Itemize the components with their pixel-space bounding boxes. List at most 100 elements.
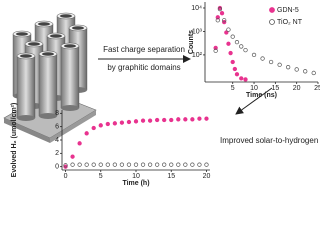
data-point [140, 118, 146, 123]
y-tick-label: 4 [55, 137, 59, 144]
x-axis-label: Time (h) [122, 180, 149, 187]
graphical-abstract: Fast charge separation by graphitic doma… [3, 2, 320, 187]
y-axis-label: Counts [188, 30, 195, 54]
data-point [222, 18, 227, 23]
data-point [224, 30, 229, 35]
data-point [219, 11, 225, 16]
nanotube-hole [50, 34, 62, 38]
data-point [243, 77, 248, 82]
data-point [91, 125, 96, 131]
data-point [70, 162, 75, 167]
data-point [169, 117, 174, 123]
x-tick-label: 10 [250, 85, 258, 92]
nanotube-hole [38, 22, 50, 26]
data-point [311, 70, 316, 76]
data-point [105, 162, 110, 167]
data-point [251, 52, 257, 58]
data-point [286, 65, 291, 70]
y-tick-label: 0 [55, 164, 59, 171]
data-point [70, 154, 75, 159]
nanotube [16, 55, 36, 119]
data-point [197, 162, 202, 167]
data-point [215, 15, 220, 20]
arrow-label: by graphitic domains [107, 63, 180, 72]
x-tick-label: 5 [231, 85, 235, 92]
data-point [176, 162, 181, 167]
data-point [197, 116, 202, 121]
data-point [226, 41, 231, 46]
x-tick-label: 10 [132, 173, 140, 180]
nanotube-hole [16, 32, 28, 36]
data-point [77, 141, 82, 146]
legend-marker [269, 19, 275, 25]
data-point [228, 50, 233, 56]
data-point [277, 62, 282, 67]
y-tick-label: 2 [55, 150, 59, 157]
data-point [112, 121, 118, 126]
nanotube-hole [42, 52, 54, 56]
data-point [98, 123, 103, 128]
data-point [91, 162, 96, 167]
data-point [217, 6, 223, 12]
data-point [126, 162, 132, 167]
data-point [119, 120, 125, 125]
data-point [126, 119, 132, 125]
x-axis-label: Time (ns) [246, 92, 277, 99]
y-tick-label: 8 [55, 110, 59, 117]
data-point [239, 44, 244, 49]
data-point [226, 27, 231, 32]
data-point [162, 162, 167, 167]
x-tick-label: 15 [167, 173, 175, 180]
nanotube-hole [60, 14, 72, 18]
data-point [183, 117, 188, 122]
x-tick-label: 25 [314, 85, 320, 92]
data-point [112, 162, 118, 167]
data-point [84, 162, 89, 167]
data-point [183, 162, 188, 167]
y-tick-label: 6 [55, 124, 59, 131]
nanotube-hole [28, 42, 40, 46]
nanotube-hole [72, 26, 84, 30]
x-tick-label: 5 [99, 173, 103, 180]
data-point [147, 118, 153, 123]
arrow-label: Fast charge separation [103, 45, 185, 54]
data-point [154, 117, 160, 123]
data-point [234, 39, 240, 45]
data-point [294, 67, 299, 72]
data-point [77, 162, 82, 167]
x-tick-label: 0 [64, 173, 68, 180]
data-point [147, 162, 153, 167]
data-point [204, 116, 209, 121]
data-point [84, 131, 89, 136]
data-point [213, 45, 218, 50]
data-point [140, 162, 146, 167]
data-point [169, 162, 174, 167]
nanotube-hole [64, 44, 76, 48]
nanotube [60, 45, 80, 109]
legend-label: GDN-5 [277, 7, 299, 14]
nanotube-array [3, 12, 97, 143]
arrow-label: Improved solar-to-hydrogen converion rat… [220, 136, 320, 145]
y-tick-label: 10⁴ [191, 5, 202, 12]
nanotube-base [61, 105, 79, 111]
data-point [176, 117, 181, 122]
data-point [154, 162, 160, 167]
data-point [63, 163, 68, 168]
data-point [119, 162, 125, 167]
arrow [235, 87, 273, 115]
y-tick-label: 10³ [192, 28, 203, 35]
data-point [190, 162, 195, 167]
nanotube-base [39, 113, 57, 119]
data-point [243, 47, 248, 53]
x-tick-label: 20 [203, 173, 211, 180]
data-point [133, 162, 139, 167]
x-tick-label: 15 [271, 85, 279, 92]
legend-marker [269, 7, 275, 13]
data-point [162, 117, 167, 123]
nanotube-base [17, 115, 35, 121]
data-point [133, 119, 139, 124]
data-point [204, 162, 209, 167]
data-point [98, 162, 103, 167]
data-point [234, 72, 240, 77]
x-tick-label: 20 [293, 85, 301, 92]
